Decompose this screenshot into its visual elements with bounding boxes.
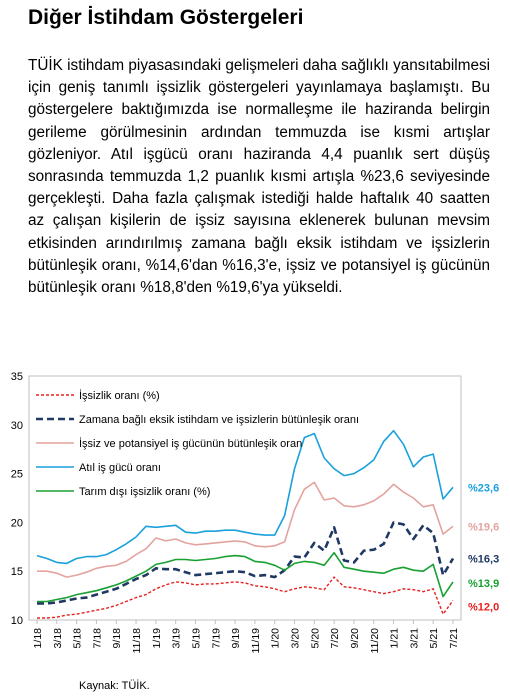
x-tick-label: 3/18 [52,628,64,649]
y-tick-label: 15 [11,566,23,578]
x-tick-label: 5/20 [309,628,321,649]
legend-label: İşsiz ve potansiyel iş gücünün bütünleşi… [79,437,302,450]
body-paragraph: TÜİK istihdam piyasasındaki gelişmeleri … [28,57,490,297]
x-tick-label: 9/20 [349,628,361,649]
page-title: Diğer İstihdam Göstergeleri [28,6,304,29]
chart-end-labels: %12,0 %16,3 %19,6 %23,6 %13,9 [468,482,499,613]
x-tick-label: 5/18 [72,628,84,649]
y-tick-label: 35 [11,371,23,383]
series-group [37,481,454,578]
chart-axes: 10 15 20 25 30 35 1/18 3/18 5/18 7/18 9/18 11/18 1/1… [11,371,462,653]
end-value-label: %23,6 [468,482,499,494]
x-tick-label: 1/21 [389,628,401,649]
series-line [37,521,455,605]
x-tick-label: 5/21 [428,628,440,649]
plot-frame [28,375,462,621]
series-group [37,551,454,603]
legend-label: Tarım dışı işsizlik oranı (%) [79,486,210,498]
series-line [37,576,454,619]
x-tick-label: 3/19 [171,628,183,649]
x-tick-label: 9/19 [230,628,242,649]
end-value-label: %19,6 [468,521,499,533]
end-value-label: %13,9 [468,578,499,590]
end-value-label: %16,3 [468,554,499,566]
end-value-label: %12,0 [468,601,499,613]
line-chart: 10 15 20 25 30 35 1/18 3/18 5/18 7/18 9/18 11/18 1/1… [11,371,499,653]
x-tick-label: 11/20 [369,628,381,653]
series-group [37,576,454,619]
legend-label: Atıl iş gücü oranı [79,462,161,474]
y-tick-label: 30 [11,420,23,432]
x-tick-label: 11/19 [250,628,262,653]
x-tick-label: 3/20 [290,628,302,649]
y-tick-label: 25 [11,469,23,481]
chart-legend: İşsizlik oranı (%) Zamana bağlı eksik ist… [36,389,359,498]
series-line [36,429,454,565]
x-tick-label: 5/19 [190,628,202,649]
source-note: Kaynak: TÜİK. [79,680,150,692]
y-tick-label: 10 [11,615,23,627]
series-group [36,429,454,565]
x-tick-label: 7/20 [329,628,341,649]
legend-label: İşsizlik oranı (%) [79,389,160,402]
series-line [37,551,454,603]
x-tick-label: 1/18 [32,628,44,649]
x-tick-label: 11/18 [131,628,143,653]
x-tick-label: 3/21 [408,628,420,649]
chart-lines [36,429,455,619]
series-line [37,481,454,578]
x-tick-label: 7/21 [448,628,460,649]
x-tick-label: 1/19 [151,628,163,649]
x-tick-label: 1/20 [270,628,282,649]
x-tick-label: 9/18 [111,628,123,649]
legend-label: Zamana bağlı eksik istihdam ve işsizleri… [79,414,359,426]
series-group [37,521,455,605]
x-tick-label: 7/19 [210,628,222,649]
y-tick-label: 20 [11,517,23,529]
x-tick-label: 7/18 [91,628,103,649]
